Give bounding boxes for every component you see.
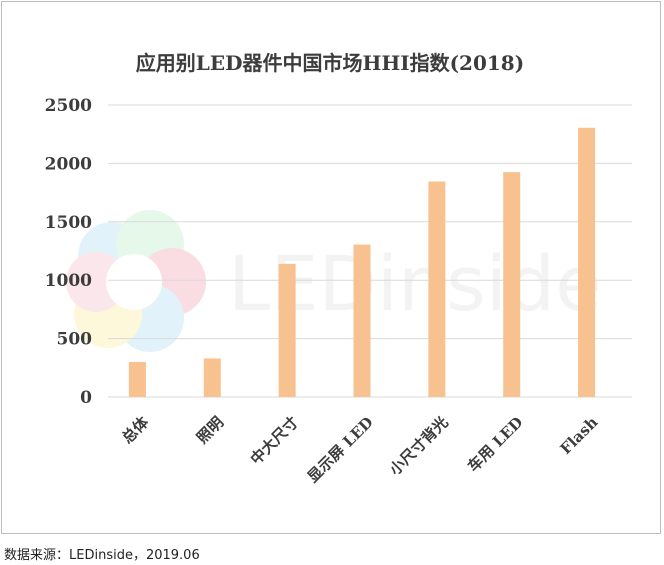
chart-title: 应用别LED器件中国市场HHI指数(2018) <box>136 51 524 75</box>
watermark-logo-petal <box>66 252 126 312</box>
gridlines <box>108 104 632 398</box>
source-note: 数据来源：LEDinside，2019.06 <box>4 548 200 563</box>
x-tick-label: 中大尺寸 <box>247 413 302 468</box>
watermark-logo-petal <box>74 280 142 348</box>
y-tick-label: 1500 <box>45 213 92 233</box>
y-tick-label: 2500 <box>45 96 92 116</box>
x-tick-label: 总体 <box>118 412 153 447</box>
watermark-logo-petal <box>138 248 206 316</box>
y-tick-label: 1000 <box>45 271 92 291</box>
y-tick-label: 0 <box>80 388 92 408</box>
bar <box>428 181 446 397</box>
x-tick-label: 显示屏 LED <box>304 413 377 486</box>
x-axis-tick-labels: 总体 照明 中大尺寸 显示屏 LED 小尺寸背光 车用 LED Flash <box>118 412 601 486</box>
x-tick-label: 车用 LED <box>464 413 526 475</box>
bar <box>203 358 221 397</box>
y-axis-tick-labels: 0 500 1000 1500 2000 2500 <box>45 96 92 408</box>
bar-chart: LEDinside 应用别LED器件中国市场HHI指数(2018) 0 500 10… <box>45 51 632 486</box>
x-tick-label: 照明 <box>193 413 227 447</box>
bar <box>128 361 146 397</box>
watermark-logo-petal <box>116 210 184 278</box>
bars <box>128 127 596 397</box>
x-tick-label: Flash <box>557 413 602 458</box>
bar <box>353 244 371 397</box>
watermark-logo-center <box>106 254 162 310</box>
watermark: LEDinside <box>66 210 602 352</box>
chart-frame <box>1 1 661 534</box>
bar <box>578 127 596 397</box>
x-tick-label: 小尺寸背光 <box>386 413 452 479</box>
bar <box>278 263 296 397</box>
y-tick-label: 2000 <box>45 154 92 174</box>
watermark-logo-petal <box>78 222 146 290</box>
y-tick-label: 500 <box>57 330 93 350</box>
bar <box>503 172 521 397</box>
watermark-logo-petal <box>116 284 184 352</box>
